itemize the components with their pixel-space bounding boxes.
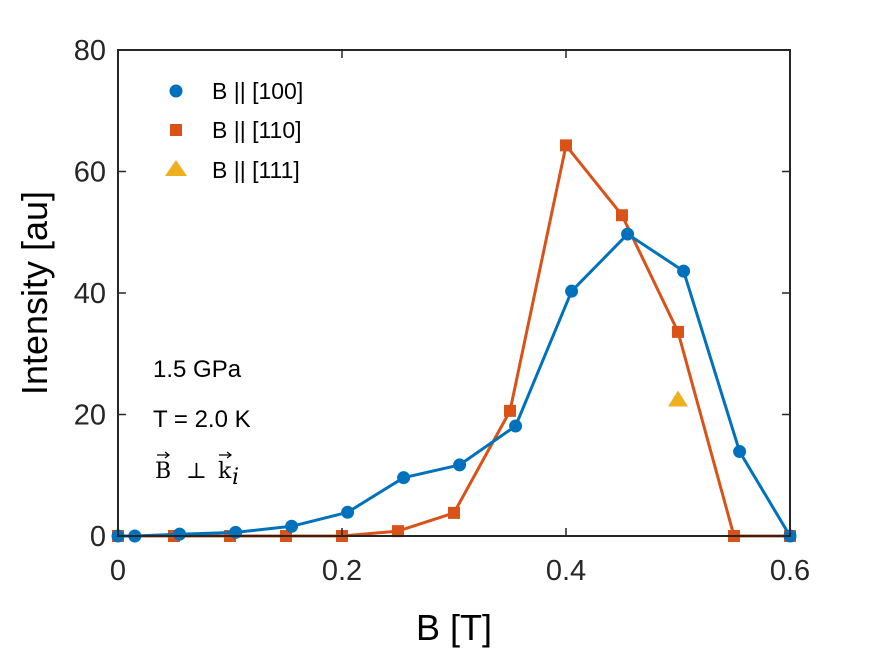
x-tick-label: 0.2 xyxy=(322,555,362,587)
series-100 xyxy=(111,227,797,543)
data-point xyxy=(509,419,523,433)
legend: B || [100] B || [110] B || [111] xyxy=(165,78,303,183)
data-point xyxy=(672,325,684,338)
data-point xyxy=(397,471,411,485)
data-point xyxy=(616,209,628,222)
data-point xyxy=(173,527,187,541)
data-point xyxy=(668,390,688,407)
vector-arrow-icon xyxy=(157,451,170,459)
x-axis-title: B [T] xyxy=(416,607,492,648)
data-point xyxy=(621,227,635,241)
series-line-100 xyxy=(118,232,792,538)
y-axis-title: Intensity [au] xyxy=(14,191,55,395)
annotation-perp-symbol: ⊥ xyxy=(186,459,207,484)
y-tick-label: 20 xyxy=(74,400,106,432)
x-tick-label: 0 xyxy=(110,555,126,587)
y-tick-label: 40 xyxy=(74,278,106,310)
vector-arrow-icon xyxy=(219,451,232,459)
data-point xyxy=(453,458,467,472)
data-point xyxy=(560,139,572,152)
data-point xyxy=(733,445,747,459)
annotation-field-perp-k: B ⊥ k i xyxy=(155,451,239,490)
y-tick-label: 0 xyxy=(90,521,106,553)
data-point xyxy=(565,284,579,298)
annotation-pressure: 1.5 GPa xyxy=(153,356,242,383)
legend-label-111: B || [111] xyxy=(212,157,300,183)
legend-marker-111 xyxy=(165,160,187,176)
data-point xyxy=(285,519,299,533)
data-point xyxy=(504,404,516,417)
x-tick-label: 0.4 xyxy=(546,555,586,587)
series-110 xyxy=(112,139,796,542)
y-tick-label: 80 xyxy=(74,35,106,67)
annotations: 1.5 GPa T = 2.0 K B ⊥ k i xyxy=(153,356,251,490)
series-111 xyxy=(668,390,688,407)
legend-label-110: B || [110] xyxy=(212,117,302,143)
data-point xyxy=(677,264,691,278)
ticks-layer: 0 0.2 0.4 0.6 0 20 40 60 80 xyxy=(74,35,810,587)
legend-marker-100 xyxy=(169,84,183,98)
data-point xyxy=(392,525,404,538)
annotation-b-vector: B xyxy=(155,459,171,484)
annotation-k-vector: k xyxy=(218,459,232,484)
y-tick-label: 60 xyxy=(74,157,106,189)
data-layer xyxy=(111,139,797,543)
data-point xyxy=(448,506,460,519)
legend-marker-110 xyxy=(170,124,182,136)
annotation-k-subscript: i xyxy=(232,465,239,490)
x-tick-label: 0.6 xyxy=(770,555,810,587)
data-point xyxy=(341,505,355,519)
legend-label-100: B || [100] xyxy=(212,78,303,104)
annotation-temperature: T = 2.0 K xyxy=(153,406,251,433)
